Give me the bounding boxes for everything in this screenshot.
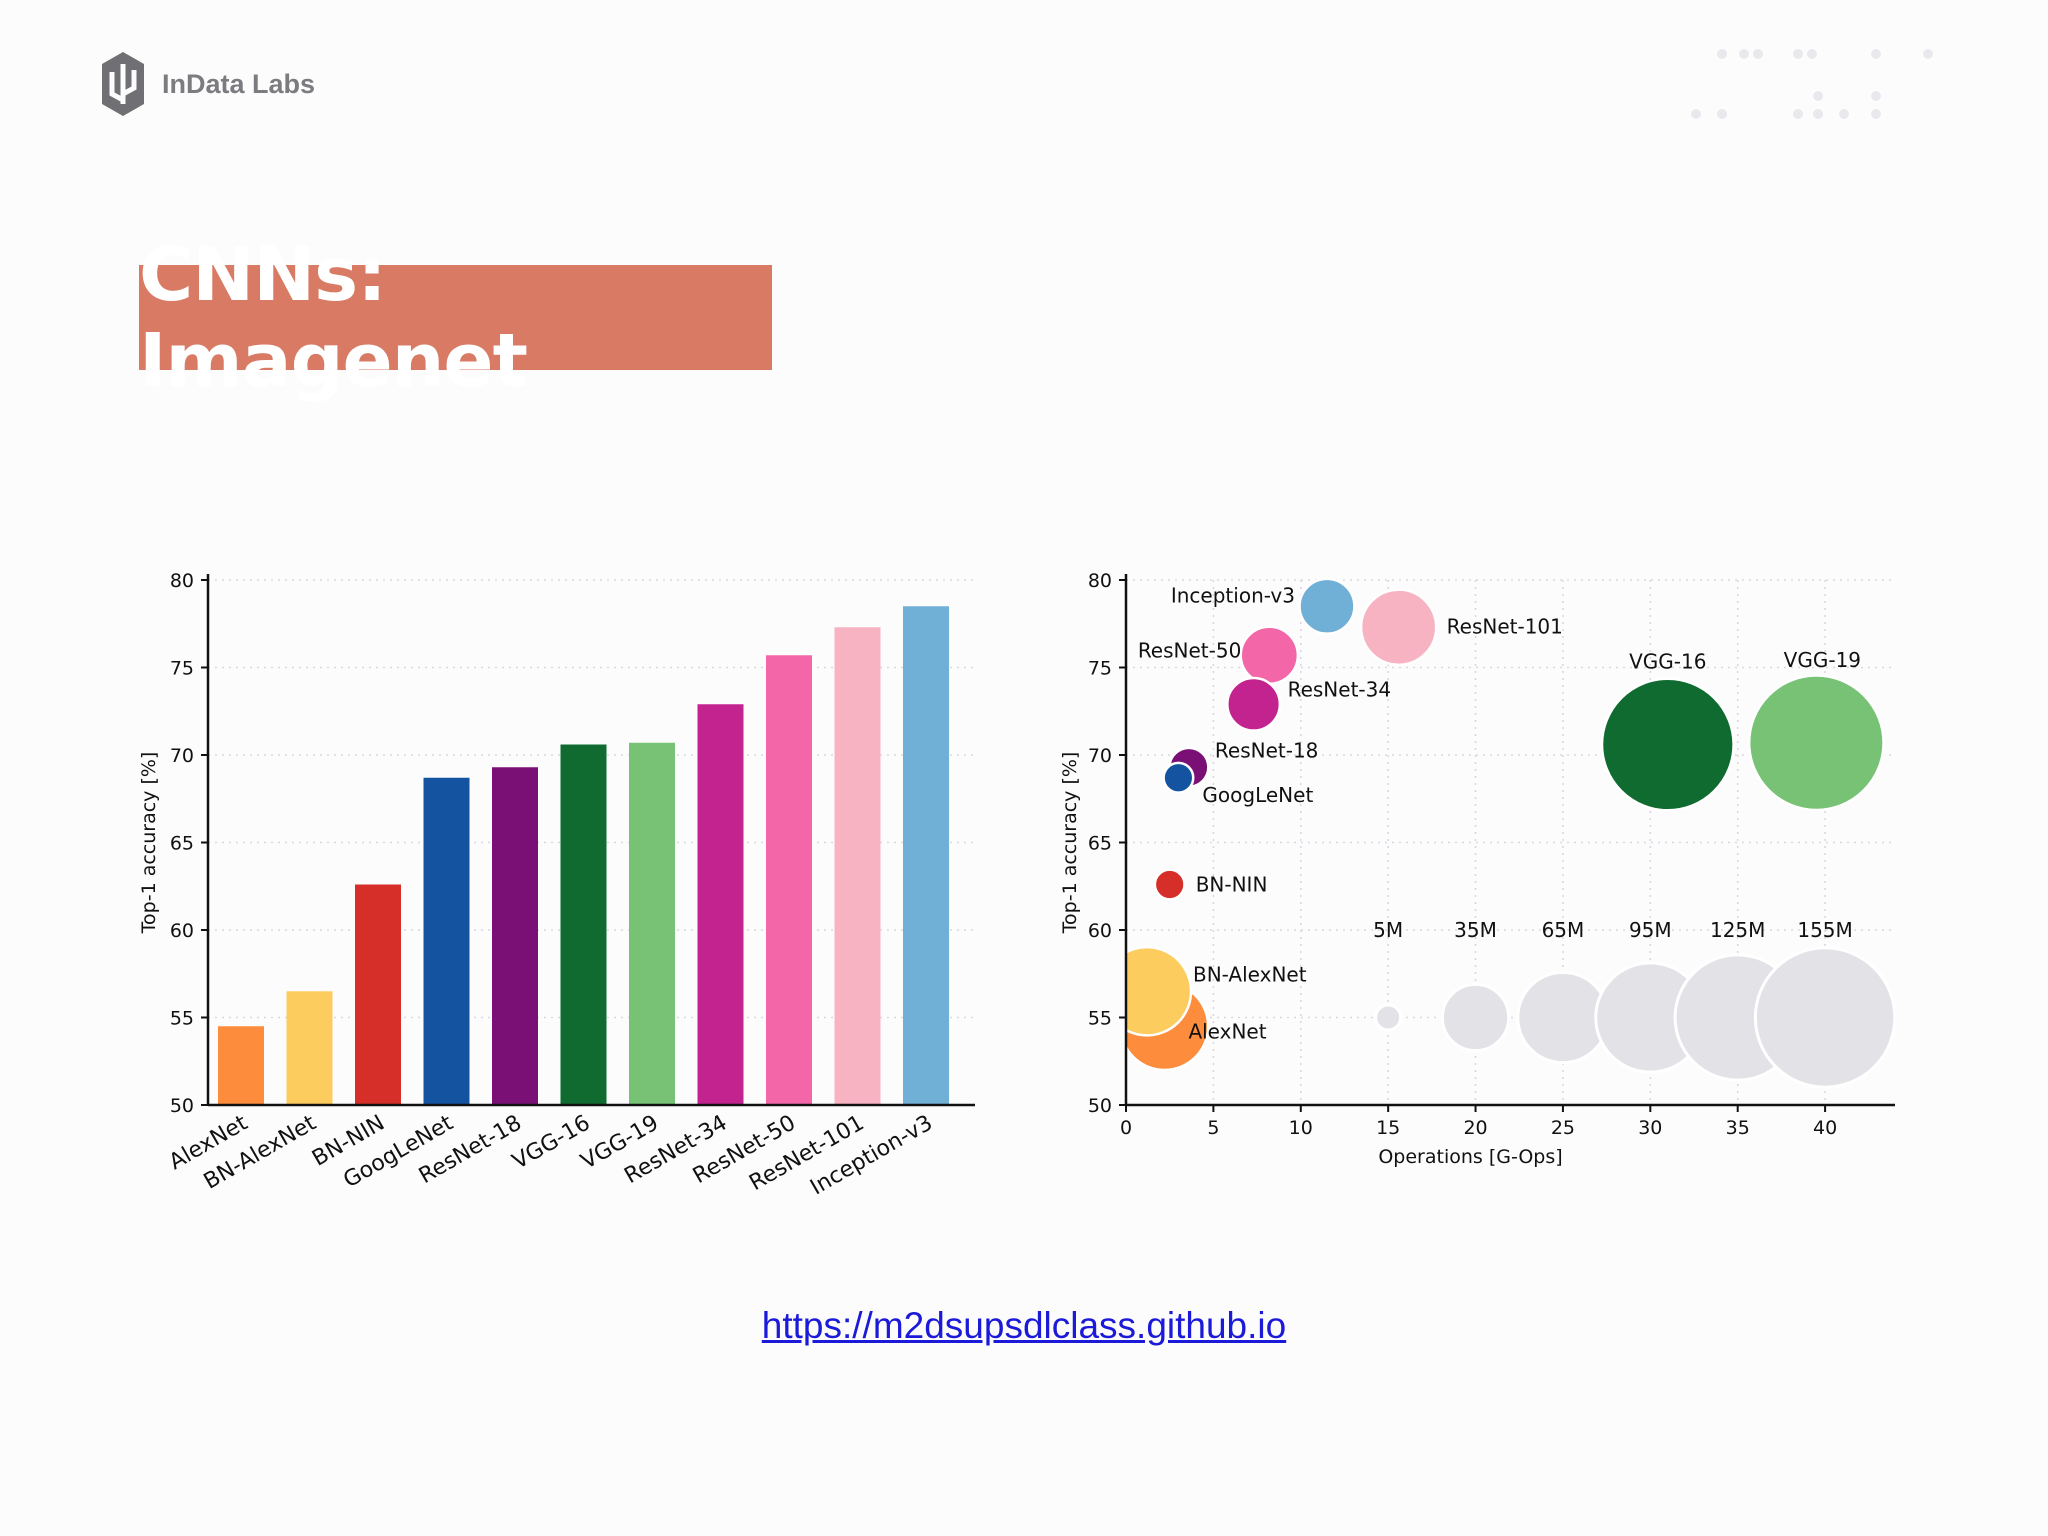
company-logo: InData Labs xyxy=(98,50,315,118)
bar-vgg-19 xyxy=(629,742,675,1105)
y-axis-label: Top-1 accuracy [%] xyxy=(138,752,160,935)
bubble-label: ResNet-18 xyxy=(1215,738,1319,762)
bubble-bn-nin xyxy=(1153,868,1186,901)
bar-resnet-34 xyxy=(697,704,744,1105)
bar-bn-nin xyxy=(355,884,401,1105)
size-reference-bubble xyxy=(1374,1003,1403,1032)
slide-title: CNNs: Imagenet xyxy=(139,231,528,404)
bar-inception-v3 xyxy=(903,606,949,1105)
y-tick-label: 75 xyxy=(1088,658,1112,680)
course-link[interactable]: https://m2dsupsdlclass.github.io xyxy=(761,1305,1287,1346)
bar-bn-alexnet xyxy=(286,991,333,1105)
bar-resnet-50 xyxy=(766,655,812,1105)
y-tick-label: 60 xyxy=(170,920,194,942)
bubble-label: ResNet-50 xyxy=(1138,638,1242,662)
bar-vgg-16 xyxy=(560,744,607,1105)
y-tick-label: 70 xyxy=(170,745,194,767)
accuracy-bar-chart: 50556065707580AlexNetBN-AlexNetBN-NINGoo… xyxy=(138,570,975,1200)
bubble-label: ResNet-101 xyxy=(1447,614,1563,638)
y-tick-label: 65 xyxy=(170,833,194,855)
bubble-resnet-101 xyxy=(1359,588,1438,667)
x-tick-label: VGG-16 xyxy=(508,1111,594,1175)
bubble-resnet-34 xyxy=(1226,676,1282,732)
decorative-dot-pattern xyxy=(1691,49,1933,119)
accuracy-vs-operations-bubble-chart: 50 55 60 65 70 75 80 0 5 10 15 20 25 30 35 40 5M 35M 65M 95… xyxy=(1059,570,1895,1168)
bubble-label: BN-NIN xyxy=(1196,873,1268,897)
bubble-label: VGG-16 xyxy=(1629,650,1706,674)
bar-googlenet xyxy=(423,777,470,1105)
x-tick-label: 5 xyxy=(1207,1117,1219,1139)
bubble-label: VGG-19 xyxy=(1784,648,1861,672)
size-reference-bubble xyxy=(1753,946,1895,1089)
size-reference-label: 5M xyxy=(1373,918,1403,942)
bubble-label: AlexNet xyxy=(1188,1019,1266,1043)
y-tick-label: 50 xyxy=(170,1095,194,1117)
y-tick-label: 75 xyxy=(170,658,194,680)
y-tick-label: 70 xyxy=(1088,745,1112,767)
size-reference-label: 35M xyxy=(1454,918,1497,942)
x-tick-label: 40 xyxy=(1813,1117,1837,1139)
y-tick-label: 65 xyxy=(1088,833,1112,855)
y-tick-label: 60 xyxy=(1088,920,1112,942)
y-tick-label: 80 xyxy=(170,570,194,592)
bubble-vgg-16 xyxy=(1600,677,1735,812)
y-axis-label: Top-1 accuracy [%] xyxy=(1059,752,1081,935)
size-reference-label: 65M xyxy=(1542,918,1585,942)
title-banner: CNNs: Imagenet xyxy=(139,232,772,404)
bubble-layer xyxy=(1126,577,1895,1089)
x-tick-label: 25 xyxy=(1551,1117,1575,1139)
size-reference-label: 95M xyxy=(1629,918,1672,942)
size-reference-bubble xyxy=(1440,982,1511,1053)
bar-resnet-101 xyxy=(834,627,881,1105)
bubble-label: ResNet-34 xyxy=(1288,677,1392,701)
bubble-bn-alexnet xyxy=(1126,945,1193,1037)
x-tick-label: 35 xyxy=(1726,1117,1750,1139)
size-reference-label: 125M xyxy=(1710,918,1765,942)
bubble-googlenet xyxy=(1162,761,1195,794)
x-tick-label: 30 xyxy=(1638,1117,1662,1139)
x-tick-label: 15 xyxy=(1376,1117,1400,1139)
bubble-vgg-19 xyxy=(1747,674,1885,812)
logo-text: InData Labs xyxy=(162,68,316,99)
y-tick-label: 50 xyxy=(1088,1095,1112,1117)
bubble-resnet-50 xyxy=(1239,625,1300,686)
bubble-inception-v3 xyxy=(1298,577,1356,635)
indata-labs-logo-icon xyxy=(102,52,144,116)
size-reference-label: 155M xyxy=(1797,918,1852,942)
bubble-label: Inception-v3 xyxy=(1171,583,1295,607)
bubble-label: BN-AlexNet xyxy=(1193,962,1307,986)
y-tick-label: 55 xyxy=(170,1008,194,1030)
y-tick-label: 80 xyxy=(1088,570,1112,592)
x-tick-label: 0 xyxy=(1120,1117,1132,1139)
x-axis-label: Operations [G-Ops] xyxy=(1378,1146,1562,1168)
bar-resnet-18 xyxy=(492,767,538,1105)
y-tick-label: 55 xyxy=(1088,1008,1112,1030)
x-tick-label: 20 xyxy=(1463,1117,1487,1139)
x-tick-label: 10 xyxy=(1289,1117,1313,1139)
bar-alexnet xyxy=(218,1026,264,1105)
bubble-label: GoogLeNet xyxy=(1202,783,1313,807)
